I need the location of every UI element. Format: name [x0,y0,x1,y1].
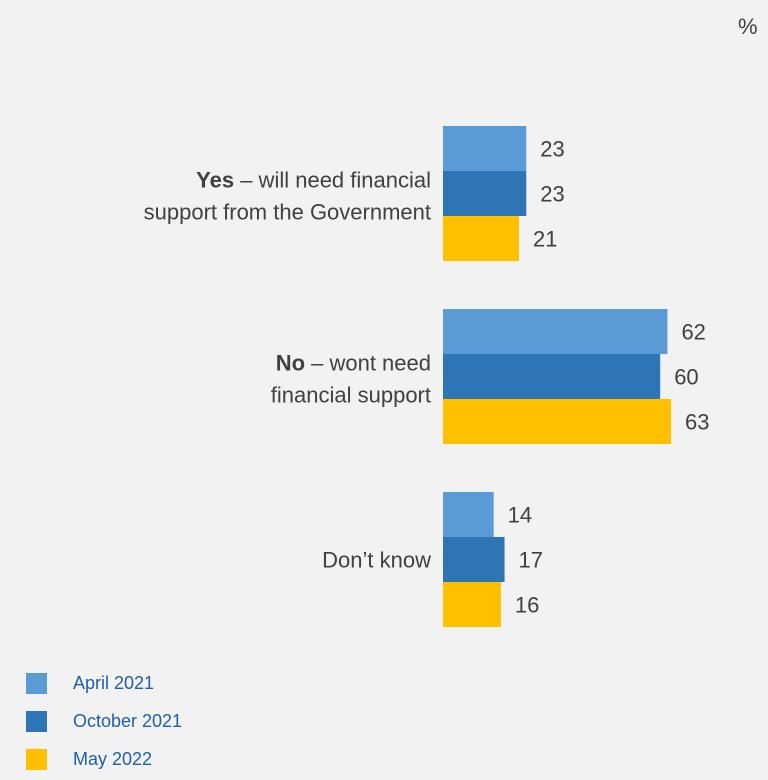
legend-swatch-april-2021 [26,672,47,694]
category-label-0-bold: Yes [196,168,234,193]
category-label-2-line1: Don’t know [322,548,431,573]
legend-swatch-may-2022 [26,748,47,770]
value-label-1-2: 63 [685,410,709,435]
category-label-1-line2: financial support [271,383,431,408]
bar-0-1 [443,171,527,216]
legend-swatch-october-2021 [26,710,47,732]
category-label-0-text: – will need financial [234,168,431,193]
bar-2-0 [443,492,494,537]
value-label-1-1: 60 [674,365,698,390]
value-label-0-1: 23 [540,182,564,207]
bar-2-2 [443,582,501,627]
value-label-1-0: 62 [681,320,705,345]
value-label-0-2: 21 [533,227,557,252]
value-label-2-1: 17 [519,548,543,573]
category-label-0-line1: Yes – will need financial [196,168,431,193]
legend-item-october-2021: October 2021 [26,704,182,738]
unit-label: % [738,14,758,39]
bar-0-0 [443,126,527,171]
legend-label-april-2021: April 2021 [73,672,155,693]
legend: April 2021 October 2021 May 2022 [26,666,182,780]
category-label-1-text: – wont need [305,351,431,376]
bar-2-1 [443,537,505,582]
legend-item-may-2022: May 2022 [26,742,182,776]
category-label-1-line1: No – wont need [276,351,431,376]
legend-item-april-2021: April 2021 [26,666,182,700]
legend-label-october-2021: October 2021 [73,710,183,731]
bar-1-0 [443,309,668,354]
legend-label-may-2022: May 2022 [73,748,153,769]
category-label-1-bold: No [276,351,305,376]
category-label-2-text: Don’t know [322,548,431,573]
bar-0-2 [443,216,520,261]
value-label-2-0: 14 [508,503,532,528]
category-label-0-line2: support from the Government [144,200,431,225]
value-label-0-0: 23 [540,137,564,162]
value-label-2-2: 16 [515,593,539,618]
bar-1-1 [443,354,661,399]
bar-chart: 23 23 21 Yes – will need financial support f… [144,126,710,627]
bar-1-2 [443,399,672,444]
